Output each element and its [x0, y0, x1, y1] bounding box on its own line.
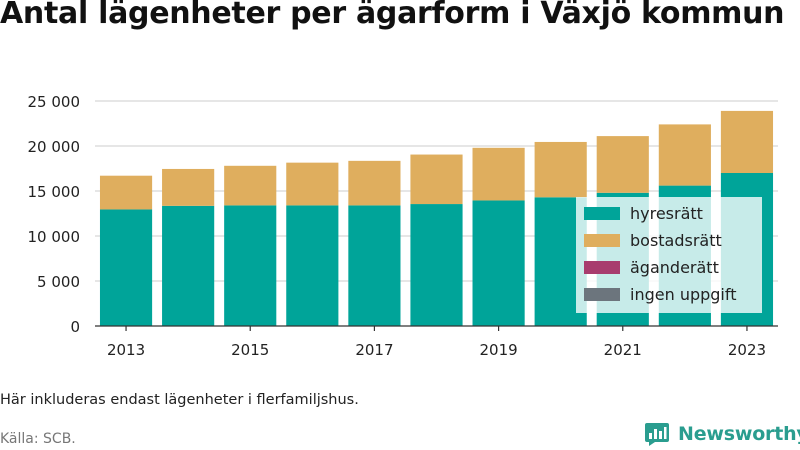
chart-note: Här inkluderas endast lägenheter i flerf…: [0, 392, 359, 408]
stacked-bar-chart: 0 5 000 10 000 15 000 20 000 25 000 2013 2015 20…: [28, 93, 778, 359]
y-tick-label: 15 000: [28, 183, 81, 201]
legend-label: äganderätt: [630, 258, 719, 277]
bar-segment: [162, 205, 215, 326]
bar-segment: [162, 168, 215, 206]
legend-swatch: [584, 261, 620, 274]
x-tick-label: 2019: [479, 341, 517, 359]
legend-swatch: [584, 288, 620, 301]
y-tick-label: 20 000: [28, 138, 81, 156]
bar-segment: [534, 141, 587, 198]
source-note: Källa: SCB.: [0, 431, 76, 447]
bar-segment: [410, 154, 463, 205]
chart-title: Antal lägenheter per ägarform i Växjö ko…: [0, 0, 785, 31]
x-tick-label: 2015: [231, 341, 269, 359]
legend-label: ingen uppgift: [630, 285, 737, 304]
bar-segment: [596, 136, 649, 193]
bar-segment: [348, 160, 401, 206]
bar-segment: [99, 209, 153, 326]
legend-label: bostadsrätt: [630, 231, 722, 250]
bar-segment: [472, 200, 525, 326]
y-tick-label: 0: [70, 318, 80, 336]
y-tick-label: 25 000: [28, 93, 81, 111]
legend-swatch: [584, 207, 620, 220]
legend-swatch: [584, 234, 620, 247]
y-tick-label: 5 000: [37, 273, 80, 291]
bar-segment: [472, 147, 525, 201]
y-tick-label: 10 000: [28, 228, 81, 246]
bar-segment: [224, 165, 277, 206]
bar-segment: [286, 162, 339, 206]
bar-segment: [720, 110, 774, 173]
x-tick-label: 2013: [107, 341, 145, 359]
x-tick-label: 2017: [355, 341, 393, 359]
bar-segment: [410, 204, 463, 326]
bar-segment: [224, 205, 277, 326]
bar-chart-logo-icon: [645, 423, 669, 446]
legend-label: hyresrätt: [630, 204, 703, 223]
brand-logo: Newsworthy: [644, 420, 800, 448]
bar-segment: [99, 175, 153, 210]
bar-segment: [286, 205, 339, 326]
brand-name: Newsworthy: [678, 423, 800, 445]
bar-segment: [348, 205, 401, 326]
bar-segment: [658, 124, 711, 186]
x-tick-label: 2023: [728, 341, 766, 359]
x-tick-label: 2021: [604, 341, 642, 359]
